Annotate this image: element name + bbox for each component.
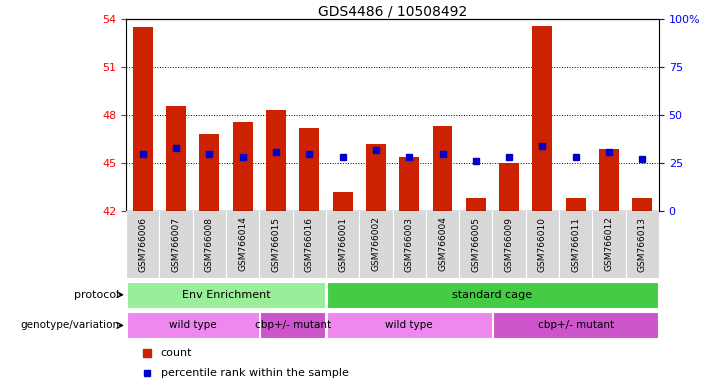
Text: wild type: wild type [169,320,217,331]
Text: GSM766013: GSM766013 [638,217,647,271]
Bar [166,106,186,211]
Text: GSM766006: GSM766006 [138,217,147,271]
Text: GSM766007: GSM766007 [172,217,181,271]
Bar [465,199,486,211]
Bar [599,149,619,211]
Text: GSM766012: GSM766012 [604,217,613,271]
Bar [233,122,252,211]
Text: GSM766009: GSM766009 [505,217,514,271]
Text: GSM766016: GSM766016 [305,217,314,271]
Text: GSM766003: GSM766003 [404,217,414,271]
Text: count: count [161,348,192,358]
Text: GSM766004: GSM766004 [438,217,447,271]
Text: genotype/variation: genotype/variation [20,320,119,331]
Text: GSM766001: GSM766001 [338,217,347,271]
Text: cbp+/- mutant: cbp+/- mutant [254,320,331,331]
Bar [366,144,386,211]
Text: GSM766005: GSM766005 [471,217,480,271]
Title: GDS4486 / 10508492: GDS4486 / 10508492 [318,4,467,18]
Bar [266,111,286,211]
Text: GSM766008: GSM766008 [205,217,214,271]
Bar [327,282,658,308]
Text: Env Enrichment: Env Enrichment [182,290,271,300]
Bar [400,157,419,211]
Bar [566,199,585,211]
Bar [132,27,153,211]
Text: GSM766002: GSM766002 [372,217,381,271]
Text: GSM766015: GSM766015 [271,217,280,271]
Bar [299,128,320,211]
Bar [127,313,259,338]
Bar [493,313,658,338]
Text: protocol: protocol [74,290,119,300]
Bar [499,163,519,211]
Text: percentile rank within the sample: percentile rank within the sample [161,368,348,378]
Text: wild type: wild type [386,320,433,331]
Bar [127,282,325,308]
Text: standard cage: standard cage [452,290,533,300]
Bar [199,134,219,211]
Bar [632,199,652,211]
Text: cbp+/- mutant: cbp+/- mutant [538,320,614,331]
Bar [327,313,492,338]
Text: GSM766014: GSM766014 [238,217,247,271]
Bar [260,313,325,338]
Text: GSM766011: GSM766011 [571,217,580,271]
Text: GSM766010: GSM766010 [538,217,547,271]
Bar [533,26,552,211]
Bar [433,126,453,211]
Bar [333,192,353,211]
